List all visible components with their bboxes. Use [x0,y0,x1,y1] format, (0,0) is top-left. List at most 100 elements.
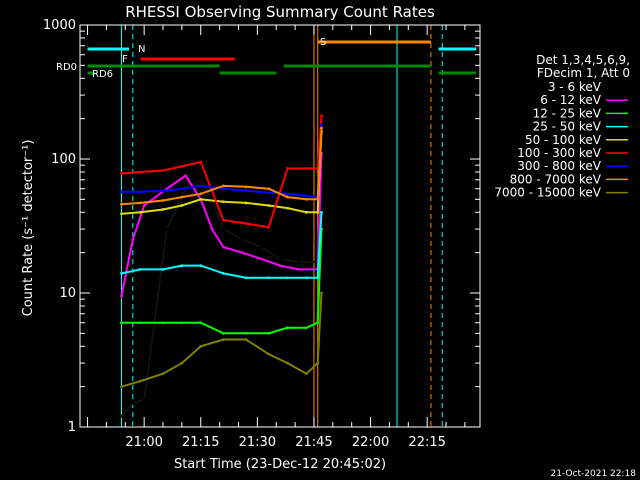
legend-label: 12 - 25 keV [533,106,602,120]
flag-label-f: F [122,54,128,65]
series-2-point-3 [180,321,184,325]
flag-label-s: S [320,37,326,48]
series-7-point-5 [221,184,225,188]
series-0-point-0 [120,414,123,418]
series-3-point-0 [120,272,123,275]
series-7-point-10 [316,197,320,201]
series-7-point-9 [305,197,308,201]
series-2-point-7 [267,331,271,335]
series-5-point-8 [286,167,289,170]
series-4-point-3 [180,204,184,207]
plot-frame [79,24,481,428]
y-tick-label: 1000 [43,18,76,33]
series-7-point-1 [138,201,142,205]
plot-area: NF S RD0 RD6 [56,25,477,427]
series-1-point-4 [184,174,188,178]
series-2-point-2 [161,321,165,325]
series-0-point-1 [131,402,135,405]
y-axis-label: Count Rate (s⁻¹ detector⁻¹) [21,140,36,317]
series-7-point-4 [199,192,203,196]
series-2-point-4 [199,321,203,325]
series-2-point-6 [244,331,248,335]
series-3-point-9 [305,276,308,280]
series-7-point-7 [267,187,271,191]
series-6-point-0 [120,190,123,194]
x-axis-label: Start Time (23-Dec-12 20:45:02) [174,457,386,472]
series-7-point-2 [161,199,165,202]
series-0-point-2 [142,398,146,402]
series-3-point-8 [286,276,289,280]
series-8-point-7 [267,352,271,356]
series-1-point-2 [142,204,146,207]
series-6-point-7 [267,191,271,195]
series-0-point-8 [240,238,244,242]
series-1-point-7 [221,245,225,249]
series-2-point-9 [305,326,308,330]
series-5-point-4 [199,160,203,164]
legend-label: 3 - 6 keV [548,80,602,94]
series-5-point-7 [267,225,271,229]
series-line-0 [120,148,323,418]
series-1-point-6 [210,227,214,231]
y-tick-label: 10 [59,286,76,301]
series-0-point-9 [259,245,263,249]
series-4-point-2 [161,208,165,211]
series-3-point-2 [161,268,165,271]
series-0-point-7 [221,227,225,231]
series-1-point-8 [240,251,244,255]
series-3-point-10 [316,276,320,280]
x-tick-label: 21:45 [295,435,332,450]
series-1-point-10 [278,264,282,268]
series-line-7 [121,128,323,206]
series-8-point-6 [244,338,248,341]
legend-label: 100 - 300 keV [517,146,601,160]
legend: Det 1,3,4,5,6,9,FDecim 1, Att 03 - 6 keV… [494,53,630,200]
series-5-point-5 [221,218,225,222]
legend-label: 800 - 7000 keV [510,172,602,186]
legend-label: 50 - 100 keV [525,133,602,147]
series-5-point-9 [305,167,308,170]
series-3-point-4 [199,264,203,268]
legend-label: 7000 - 15000 keV [494,186,601,200]
series-6-point-9 [305,194,308,198]
series-4-point-1 [138,210,142,214]
x-tick-label: 21:15 [182,435,219,450]
series-5-point-2 [161,169,165,172]
series-3-point-11 [320,210,323,214]
series-5-point-1 [138,170,142,174]
series-3-point-1 [138,268,142,271]
series-0-point-3 [165,227,169,231]
series-7-point-6 [244,185,248,189]
series-4-point-7 [267,204,271,207]
series-2-point-8 [286,326,289,330]
series-2-point-5 [221,331,225,335]
series-7-point-11 [320,126,323,130]
series-2-point-0 [120,321,123,325]
series-6-point-11 [320,123,323,127]
series-8-point-10 [316,361,320,365]
series-3-point-3 [180,264,184,268]
series-6-point-1 [138,190,142,194]
chart-title: RHESSI Observing Summary Count Rates [125,3,435,21]
series-6-point-3 [180,187,184,191]
series-0-point-5 [199,178,203,182]
flag-label-rd6: RD6 [92,69,113,80]
series-line-2 [121,229,323,335]
series-1-point-9 [259,257,263,261]
series-6-point-4 [199,184,203,188]
series-line-6 [121,124,323,199]
series-4-point-5 [221,200,225,204]
series-7-point-0 [120,202,123,206]
series-3-point-6 [244,276,248,280]
series-8-point-9 [305,372,308,376]
series-0-point-10 [278,257,282,261]
legend-label: 300 - 800 keV [517,159,601,173]
series-8-point-2 [161,372,165,376]
series-1-point-0 [120,294,123,298]
series-3-point-7 [267,276,271,280]
series-4-point-6 [244,201,248,205]
series-3-point-5 [221,272,225,275]
series-0-point-11 [297,260,301,264]
axes: 1 10 100 1000 21:00 21:15 21:30 21:45 22:00 22:15 [43,18,481,450]
